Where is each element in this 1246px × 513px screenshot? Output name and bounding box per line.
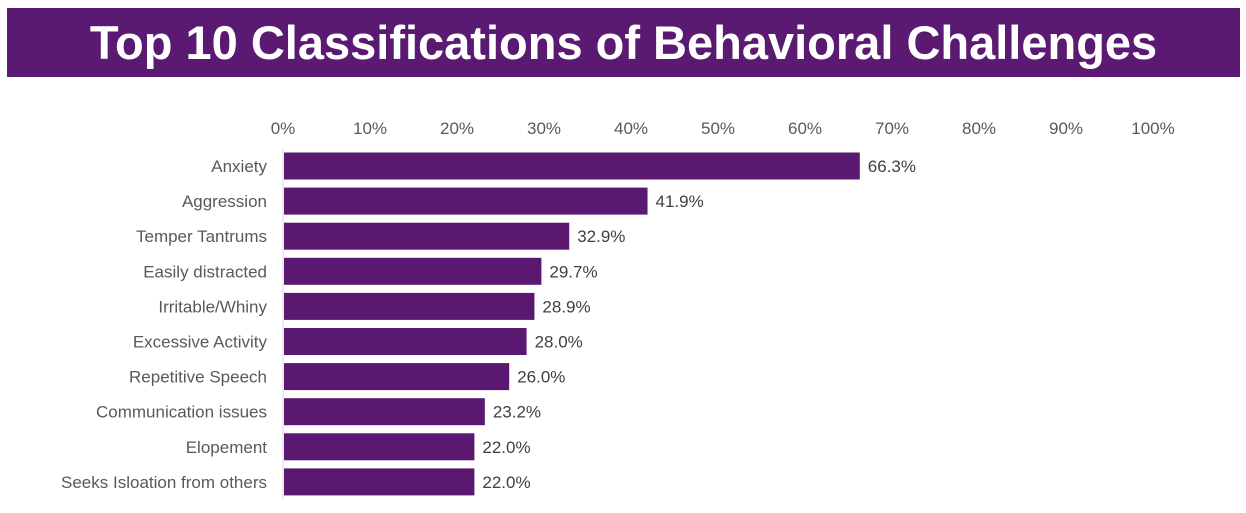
category-label: Elopement: [186, 438, 268, 457]
bar: [284, 328, 527, 355]
x-tick-label: 0%: [271, 119, 296, 138]
data-label: 28.0%: [535, 333, 583, 352]
category-label: Repetitive Speech: [129, 368, 267, 387]
x-tick-label: 50%: [701, 119, 735, 138]
x-tick-label: 30%: [527, 119, 561, 138]
bar: [284, 398, 485, 426]
category-label: Anxiety: [211, 157, 267, 176]
data-label: 41.9%: [656, 192, 704, 211]
data-label: 22.0%: [482, 473, 530, 492]
data-label: 22.0%: [482, 438, 530, 457]
bar: [284, 468, 475, 496]
data-label: 29.7%: [549, 262, 597, 281]
bar: [284, 363, 510, 391]
bar: [284, 292, 535, 320]
data-label: 32.9%: [577, 227, 625, 246]
data-label: 23.2%: [493, 403, 541, 422]
x-tick-label: 20%: [440, 119, 474, 138]
x-tick-label: 60%: [788, 119, 822, 138]
bar: [284, 433, 475, 461]
x-tick-label: 10%: [353, 119, 387, 138]
chart-title: Top 10 Classifications of Behavioral Cha…: [89, 16, 1158, 69]
category-label: Irritable/Whiny: [158, 297, 267, 316]
x-tick-label: 100%: [1131, 119, 1174, 138]
category-label: Aggression: [182, 192, 267, 211]
data-label: 28.9%: [542, 297, 590, 316]
category-label: Excessive Activity: [133, 333, 268, 352]
data-label: 26.0%: [517, 368, 565, 387]
category-label: Easily distracted: [143, 262, 267, 281]
category-label: Temper Tantrums: [136, 227, 267, 246]
data-label: 66.3%: [868, 157, 916, 176]
x-tick-label: 90%: [1049, 119, 1083, 138]
title-band: Top 10 Classifications of Behavioral Cha…: [7, 8, 1240, 77]
bar: [284, 152, 860, 180]
x-tick-label: 40%: [614, 119, 648, 138]
category-label: Seeks Isloation from others: [61, 473, 267, 492]
bar: [284, 222, 570, 250]
bar: [284, 187, 648, 215]
x-tick-label: 70%: [875, 119, 909, 138]
bar: [284, 257, 542, 285]
x-tick-label: 80%: [962, 119, 996, 138]
category-label: Communication issues: [96, 403, 267, 422]
